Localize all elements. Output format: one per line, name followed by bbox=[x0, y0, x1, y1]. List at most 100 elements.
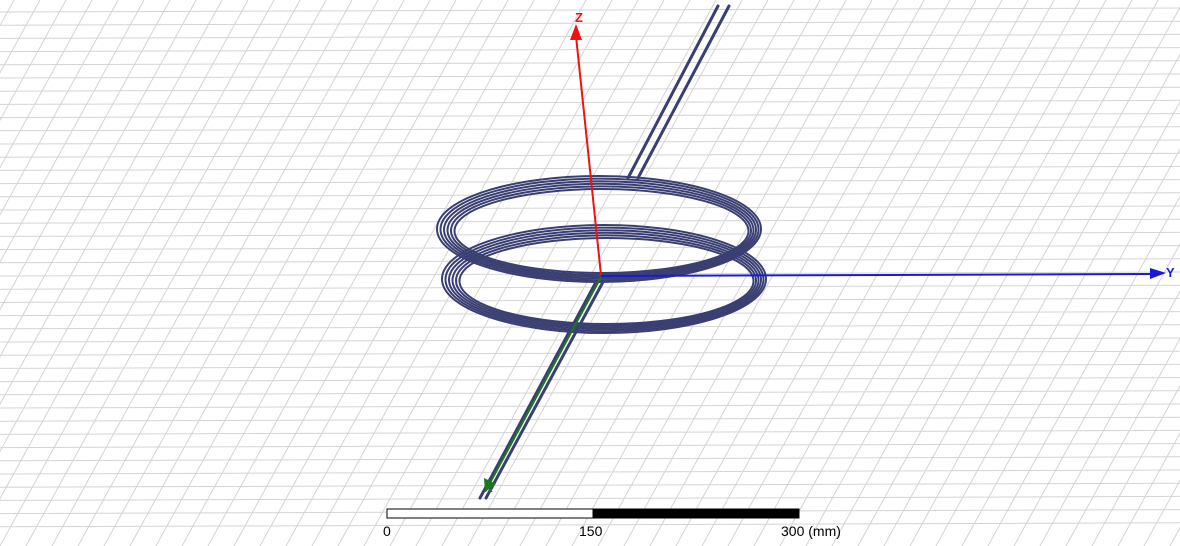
grid-line-horizontal bbox=[0, 47, 1180, 53]
grid-line-slanted bbox=[1065, 337, 1180, 546]
grid-line-slanted bbox=[0, 0, 171, 311]
coil-lead-wires bbox=[478, 4, 731, 500]
grid-line-slanted bbox=[0, 0, 275, 500]
grid-line-horizontal bbox=[0, 390, 1180, 396]
grid-line-slanted bbox=[571, 0, 873, 546]
grid-line-horizontal bbox=[0, 337, 1180, 343]
grid-line-slanted bbox=[857, 0, 1159, 546]
scale-bar-black-segment bbox=[592, 508, 800, 519]
grid-line-horizontal bbox=[0, 495, 1180, 501]
grid-line-slanted bbox=[155, 0, 457, 546]
grid-line-slanted bbox=[623, 0, 925, 546]
y-axis-label: Y bbox=[1166, 265, 1175, 280]
grid-line-slanted bbox=[701, 0, 1003, 546]
grid-line-horizontal bbox=[0, 126, 1180, 132]
grid-line-slanted bbox=[259, 0, 561, 546]
grid-line-slanted bbox=[987, 195, 1180, 546]
grid-line-slanted bbox=[779, 0, 1081, 546]
grid-line-horizontal bbox=[0, 205, 1180, 211]
grid-line-slanted bbox=[25, 0, 327, 546]
coil-turn bbox=[446, 182, 755, 278]
grid-line-slanted bbox=[77, 0, 379, 546]
grid-line-horizontal bbox=[0, 245, 1180, 251]
grid-line-slanted bbox=[181, 0, 483, 546]
grid-line-slanted bbox=[0, 0, 119, 216]
grid-line-horizontal bbox=[0, 377, 1180, 383]
grid-line-horizontal bbox=[0, 7, 1180, 13]
grid-line-horizontal bbox=[0, 73, 1180, 79]
grid-line-slanted bbox=[805, 0, 1107, 546]
grid-line-horizontal bbox=[0, 482, 1180, 488]
grid-line-slanted bbox=[883, 6, 1180, 546]
grid-line-slanted bbox=[0, 0, 301, 546]
grid-line-horizontal bbox=[0, 99, 1180, 105]
grid-line-slanted bbox=[597, 0, 899, 546]
x-axis bbox=[489, 276, 602, 484]
grid-line-horizontal bbox=[0, 258, 1180, 264]
grid-line-horizontal bbox=[0, 86, 1180, 92]
grid-line-slanted bbox=[0, 0, 249, 453]
grid-line-slanted bbox=[233, 0, 535, 546]
grid-line-slanted bbox=[1091, 384, 1180, 546]
grid-line-horizontal bbox=[0, 311, 1180, 317]
y-axis-arrowhead bbox=[1150, 268, 1166, 279]
coil-turn bbox=[455, 234, 757, 327]
grid-line-horizontal bbox=[0, 60, 1180, 66]
grid-line-horizontal bbox=[0, 429, 1180, 435]
grid-line-slanted bbox=[545, 0, 847, 546]
grid-line-horizontal bbox=[0, 522, 1180, 528]
scale-tick-150: 150 bbox=[579, 523, 603, 539]
grid-line-horizontal bbox=[0, 192, 1180, 198]
grid-line-horizontal bbox=[0, 350, 1180, 356]
grid-line-slanted bbox=[649, 0, 951, 546]
scale-tick-300: 300 (mm) bbox=[781, 523, 841, 539]
z-axis bbox=[575, 35, 602, 276]
grid-line-slanted bbox=[961, 148, 1180, 546]
grid-line-slanted bbox=[0, 0, 145, 264]
grid-line-horizontal bbox=[0, 297, 1180, 303]
grid-line-horizontal bbox=[0, 113, 1180, 119]
grid-line-horizontal bbox=[0, 139, 1180, 145]
grid-line-horizontal bbox=[0, 152, 1180, 158]
grid-line-slanted bbox=[1117, 432, 1180, 546]
grid-line-slanted bbox=[831, 0, 1133, 546]
x-axis-label: X bbox=[484, 480, 493, 495]
grid-line-slanted bbox=[337, 0, 639, 546]
grid-line-slanted bbox=[909, 53, 1180, 546]
z-axis-label: Z bbox=[575, 10, 583, 25]
grid-line-slanted bbox=[753, 0, 1055, 546]
y-axis bbox=[600, 273, 1153, 277]
grid-line-horizontal bbox=[0, 20, 1180, 26]
grid-line-slanted bbox=[675, 0, 977, 546]
coil-turn bbox=[441, 224, 767, 334]
scale-bar: 0 150 300 (mm) bbox=[383, 508, 841, 539]
grid-line-horizontal bbox=[0, 443, 1180, 449]
scale-tick-0: 0 bbox=[383, 523, 391, 539]
lower-coil bbox=[441, 224, 767, 334]
grid-line-horizontal bbox=[0, 469, 1180, 475]
grid-line-slanted bbox=[727, 0, 1029, 546]
coil-turn bbox=[451, 231, 760, 329]
grid-line-horizontal bbox=[0, 403, 1180, 409]
grid-line-slanted bbox=[129, 0, 431, 546]
z-axis-arrowhead bbox=[570, 24, 582, 40]
grid-line-slanted bbox=[51, 0, 353, 546]
grid-line-slanted bbox=[1039, 290, 1180, 546]
grid-line-horizontal bbox=[0, 284, 1180, 290]
grid-line-slanted bbox=[0, 0, 93, 169]
grid-line-slanted bbox=[0, 0, 223, 406]
grid-line-slanted bbox=[207, 0, 509, 546]
coil-turn bbox=[444, 226, 765, 333]
coil-turn bbox=[448, 229, 762, 331]
grid-line-horizontal bbox=[0, 218, 1180, 224]
grid-line-slanted bbox=[935, 100, 1180, 546]
coordinate-axes: Z Y X bbox=[484, 10, 1175, 495]
scale-bar-white-segment bbox=[386, 508, 594, 519]
grid-line-slanted bbox=[103, 0, 405, 546]
grid-line-slanted bbox=[0, 0, 67, 122]
grid-line-horizontal bbox=[0, 33, 1180, 39]
grid-line-horizontal bbox=[0, 456, 1180, 462]
grid-line-slanted bbox=[285, 0, 587, 546]
